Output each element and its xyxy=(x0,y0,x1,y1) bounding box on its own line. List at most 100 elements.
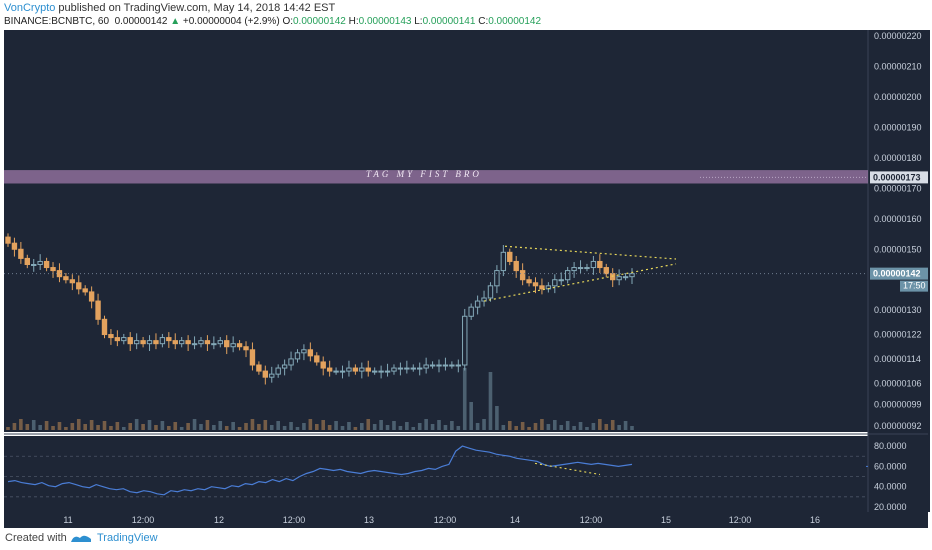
volume-bar xyxy=(462,368,467,430)
change-value: +0.00000004 (+2.9%) xyxy=(182,16,280,27)
price-tick-label: 0.00000190 xyxy=(874,122,922,132)
volume-bar xyxy=(617,425,621,430)
candle-body xyxy=(198,340,204,345)
tradingview-brand-link[interactable]: TradingView xyxy=(97,532,158,544)
candle-body xyxy=(43,260,50,269)
volume-bar xyxy=(591,423,596,430)
volume-bar xyxy=(192,419,197,430)
countdown-label: 17:50 xyxy=(903,281,926,291)
candle-body xyxy=(18,248,24,259)
author-link[interactable]: VonCrypto xyxy=(4,2,56,14)
published-text: published on TradingView.com, May 14, 20… xyxy=(55,2,336,14)
volume-bar xyxy=(610,420,615,430)
volume-bar xyxy=(276,421,280,430)
price-tick-label: 0.00000160 xyxy=(874,214,922,224)
volume-bar xyxy=(411,427,416,430)
rsi-tick-label: 20.0000 xyxy=(874,502,907,512)
price-tick-label: 0.00000180 xyxy=(874,153,922,163)
rsi-tick-label: 80.0000 xyxy=(874,441,907,451)
candle-body xyxy=(178,340,185,345)
volume-bar xyxy=(212,425,216,430)
volume-bar xyxy=(160,421,165,430)
candle-body xyxy=(571,267,577,272)
high-value: 0.00000143 xyxy=(358,16,412,27)
candle-body xyxy=(616,276,622,281)
volume-bar xyxy=(334,421,338,430)
price-tick-label: 0.00000130 xyxy=(874,305,922,315)
candle-body xyxy=(140,340,146,345)
candle-body xyxy=(82,288,88,293)
time-tick-label: 14 xyxy=(510,515,520,525)
candle-body xyxy=(436,364,442,367)
price-tick-label: 0.00000114 xyxy=(874,354,921,364)
candle-body xyxy=(281,364,288,369)
candle-body xyxy=(262,370,269,378)
candle-body xyxy=(442,364,449,367)
candle-body xyxy=(133,340,140,345)
volume-bar xyxy=(495,406,499,430)
candle-body xyxy=(474,300,481,308)
volume-bar xyxy=(366,419,371,430)
volume-bar xyxy=(6,427,10,430)
volume-bar xyxy=(244,423,248,430)
volume-bar xyxy=(585,427,589,430)
volume-bar xyxy=(430,424,435,430)
candle-body xyxy=(378,370,384,373)
candle-body xyxy=(404,367,410,370)
volume-bar xyxy=(64,427,68,430)
volume-bar xyxy=(147,420,152,430)
volume-bar xyxy=(76,419,81,430)
volume-bar xyxy=(482,419,486,430)
band-price-label-bg xyxy=(870,171,928,184)
low-value: 0.00000141 xyxy=(422,16,476,27)
candle-body xyxy=(69,279,76,284)
main-pane xyxy=(4,30,868,432)
volume-bar xyxy=(533,423,538,430)
candle-body xyxy=(243,346,249,351)
footer: Created with TradingView xyxy=(0,528,932,550)
up-arrow-icon: ▲ xyxy=(170,16,181,27)
open-value: 0.00000142 xyxy=(293,16,346,27)
candle-body xyxy=(590,260,597,269)
time-tick-label: 15 xyxy=(661,515,671,525)
candle-body xyxy=(564,270,571,281)
volume-bar xyxy=(392,421,396,430)
volume-bar xyxy=(372,424,377,430)
volume-bar xyxy=(12,423,17,430)
volume-bar xyxy=(604,424,609,430)
candle-body xyxy=(429,364,436,367)
volume-bar xyxy=(514,426,519,430)
created-with-text: Created with xyxy=(5,532,67,544)
volume-bar xyxy=(154,425,158,430)
last-price: 0.00000142 xyxy=(114,16,168,27)
candle-body xyxy=(24,257,30,265)
candle-body xyxy=(391,367,397,372)
candle-body xyxy=(172,340,178,345)
rsi-divergence-line xyxy=(534,462,601,476)
tradingview-logo-icon xyxy=(70,532,92,547)
volume-bar xyxy=(102,421,107,430)
volume-bar xyxy=(559,425,564,430)
candle-body xyxy=(507,251,513,262)
volume-bar xyxy=(623,421,628,430)
time-axis-pane xyxy=(4,512,928,528)
volume-bar xyxy=(385,425,390,430)
volume-bar xyxy=(186,423,190,430)
candle-body xyxy=(230,343,236,348)
candle-body xyxy=(95,300,101,320)
candle-body xyxy=(468,306,474,317)
volume-bar xyxy=(469,402,473,430)
time-tick-label: 12 xyxy=(214,515,224,525)
volume-bar xyxy=(134,419,139,430)
volume-bar xyxy=(578,422,583,430)
candle-body xyxy=(539,285,545,290)
volume-bar xyxy=(424,419,428,430)
candle-body xyxy=(37,260,43,266)
volume-bar xyxy=(38,425,42,430)
candle-body xyxy=(417,367,423,370)
volume-bar xyxy=(25,424,30,430)
low-label: L: xyxy=(414,16,423,27)
volume-bar xyxy=(572,426,576,430)
candle-body xyxy=(146,340,153,345)
